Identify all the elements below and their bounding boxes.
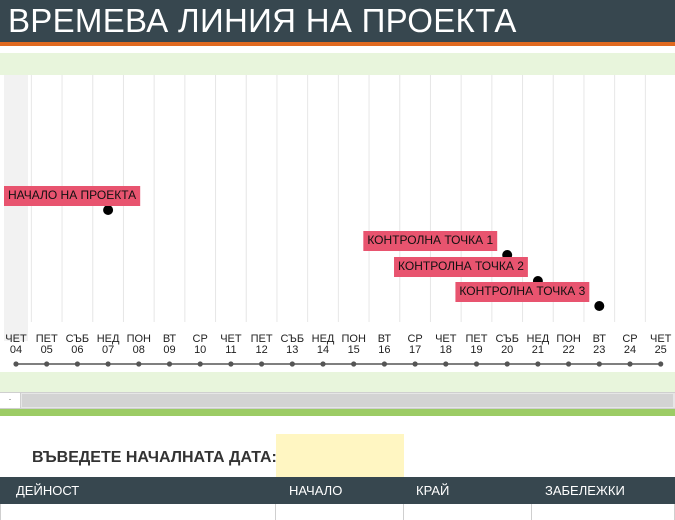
horizontal-scrollbar[interactable]: · xyxy=(0,392,675,409)
axis-tick-dot xyxy=(443,361,449,367)
day-date-label: 04 xyxy=(10,344,22,356)
title-bar: ВРЕМЕВА ЛИНИЯ НА ПРОЕКТА xyxy=(0,0,675,42)
day-name-label: ПОН xyxy=(556,333,580,345)
day-name-label: ЧЕТ xyxy=(5,333,27,345)
day-date-label: 09 xyxy=(163,344,175,356)
axis-tick-dot xyxy=(259,361,265,367)
day-date-label: 06 xyxy=(71,344,83,356)
day-date-label: 13 xyxy=(286,344,298,356)
scroll-thumb[interactable] xyxy=(22,394,673,407)
axis-tick-dot xyxy=(228,361,234,367)
day-date-label: 23 xyxy=(593,344,605,356)
day-date-label: 05 xyxy=(41,344,53,356)
cell-end[interactable] xyxy=(404,504,532,520)
start-date-label: ВЪВЕДЕТЕ НАЧАЛНАТА ДАТА: xyxy=(32,449,277,466)
day-date-label: 15 xyxy=(348,344,360,356)
axis-tick-dot xyxy=(197,361,203,367)
section-divider xyxy=(0,409,675,416)
day-name-label: ЧЕТ xyxy=(435,333,457,345)
axis-tick-dot xyxy=(136,361,142,367)
day-name-label: ПЕТ xyxy=(251,333,273,345)
day-date-label: 25 xyxy=(655,344,667,356)
day-date-label: 16 xyxy=(378,344,390,356)
day-name-label: СЪБ xyxy=(281,333,305,345)
milestone-flag xyxy=(363,231,498,251)
milestone-label: КОНТРОЛНА ТОЧКА 2 xyxy=(398,259,524,273)
table-row xyxy=(0,504,675,520)
milestone-flag xyxy=(394,257,528,277)
axis-tick-dot xyxy=(44,361,50,367)
day-name-label: СР xyxy=(193,333,208,345)
axis-tick-dot xyxy=(74,361,80,367)
day-name-label: ПЕТ xyxy=(36,333,58,345)
axis-tick-dot xyxy=(412,361,418,367)
day-date-label: 24 xyxy=(624,344,636,356)
day-name-label: СР xyxy=(407,333,422,345)
column-header-start: НАЧАЛО xyxy=(289,483,343,498)
day-name-label: ПОН xyxy=(127,333,151,345)
day-name-label: ВТ xyxy=(378,333,392,345)
day-name-label: СР xyxy=(622,333,637,345)
day-date-label: 07 xyxy=(102,344,114,356)
cell-start[interactable] xyxy=(276,504,404,520)
axis-tick-dot xyxy=(627,361,633,367)
first-day-shade xyxy=(4,75,28,341)
milestone-label: КОНТРОЛНА ТОЧКА 1 xyxy=(367,233,493,247)
axis-tick-dot xyxy=(596,361,602,367)
milestone-flag xyxy=(4,186,141,206)
day-date-label: 08 xyxy=(133,344,145,356)
day-name-label: НЕД xyxy=(312,333,335,345)
cell-activity[interactable] xyxy=(0,504,276,520)
day-date-label: 19 xyxy=(470,344,482,356)
cell-notes[interactable] xyxy=(532,504,675,520)
axis-tick-dot xyxy=(473,361,480,367)
table-header: ДЕЙНОСТ НАЧАЛО КРАЙ ЗАБЕЛЕЖКИ xyxy=(0,477,675,504)
day-name-label: ЧЕТ xyxy=(650,333,672,345)
column-header-end: КРАЙ xyxy=(416,483,450,498)
day-name-label: ВТ xyxy=(593,333,607,345)
day-date-label: 22 xyxy=(562,344,574,356)
milestone-label: НАЧАЛО НА ПРОЕКТА xyxy=(8,188,136,202)
milestone-label: КОНТРОЛНА ТОЧКА 3 xyxy=(459,284,585,298)
day-date-label: 21 xyxy=(532,344,544,356)
day-date-label: 17 xyxy=(409,344,421,356)
day-date-label: 10 xyxy=(194,344,206,356)
day-name-label: НЕД xyxy=(97,333,120,345)
timeline-band-top xyxy=(0,53,675,75)
day-date-label: 14 xyxy=(317,344,329,356)
day-date-label: 11 xyxy=(225,344,236,356)
column-header-notes: ЗАБЕЛЕЖКИ xyxy=(545,483,625,498)
axis-tick-dot xyxy=(166,361,173,367)
title-accent-line xyxy=(0,42,675,46)
start-date-input[interactable] xyxy=(276,434,404,477)
day-date-label: 20 xyxy=(501,344,513,356)
day-name-label: СЪБ xyxy=(66,333,90,345)
milestone-marker xyxy=(594,301,605,311)
axis-tick-dot xyxy=(535,361,541,367)
axis-tick-dot xyxy=(13,361,19,367)
axis-tick-dot xyxy=(504,361,510,367)
day-name-label: ПОН xyxy=(341,333,365,345)
day-date-label: 18 xyxy=(440,344,452,356)
page-title: ВРЕМЕВА ЛИНИЯ НА ПРОЕКТА xyxy=(8,2,517,39)
day-name-label: СЪБ xyxy=(495,333,519,345)
axis-tick-dot xyxy=(320,361,326,367)
day-name-label: ПЕТ xyxy=(466,333,488,345)
day-name-label: НЕД xyxy=(527,333,550,345)
day-date-label: 12 xyxy=(255,344,267,356)
axis-tick-dot xyxy=(381,361,387,367)
axis-tick-dot xyxy=(351,361,357,367)
axis-tick-dot xyxy=(566,361,572,367)
milestone-marker xyxy=(103,205,114,215)
axis-tick-dot xyxy=(289,361,295,367)
timeline-band-bottom xyxy=(0,372,675,392)
axis-tick-dot xyxy=(658,361,664,367)
timeline-chart: ЧЕТ04ПЕТ05СЪБ06НЕД07ПОН08ВТ09СР10ЧЕТ11ПЕ… xyxy=(4,75,672,367)
column-header-activity: ДЕЙНОСТ xyxy=(16,483,80,498)
day-name-label: ЧЕТ xyxy=(220,333,242,345)
milestone-flag xyxy=(455,282,590,302)
day-name-label: ВТ xyxy=(163,333,177,345)
scroll-left-button[interactable]: · xyxy=(0,393,21,408)
axis-tick-dot xyxy=(105,361,111,367)
